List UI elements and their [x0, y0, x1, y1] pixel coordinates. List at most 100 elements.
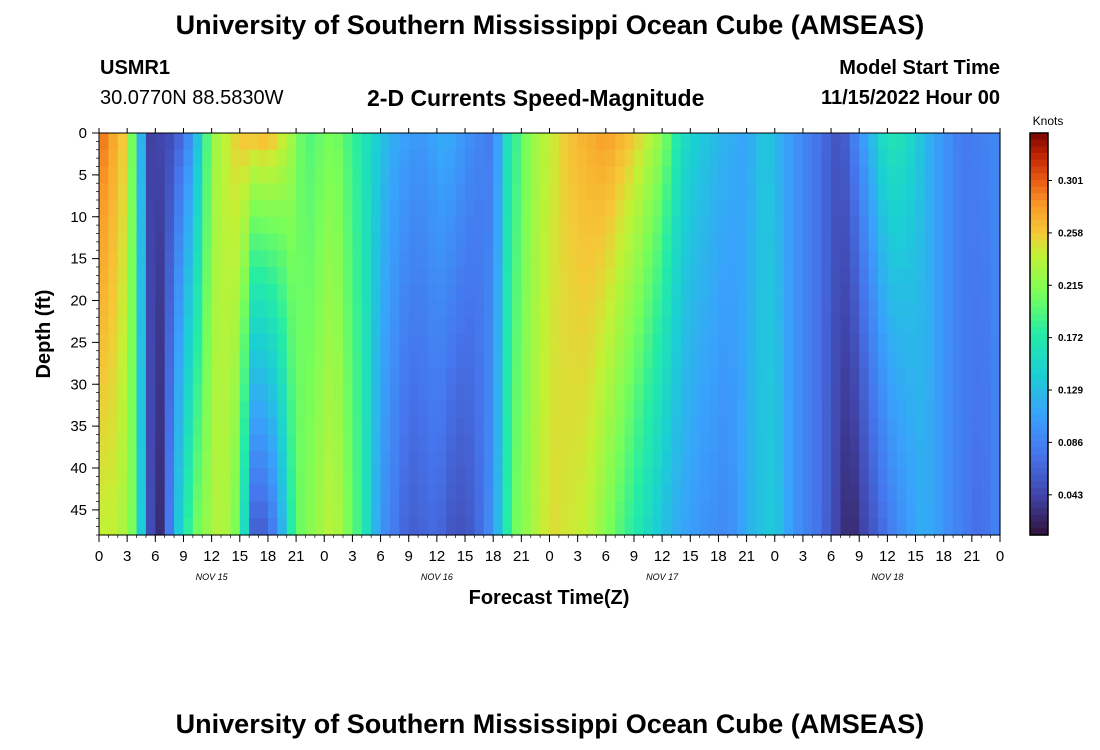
heatmap-cell [962, 434, 973, 452]
heatmap-cell [521, 350, 532, 369]
heatmap-cell [746, 434, 757, 452]
heatmap-cell [136, 501, 147, 519]
heatmap-cell [474, 267, 485, 285]
heatmap-cell [249, 434, 260, 452]
heatmap-cell [145, 133, 156, 151]
heatmap-cell [427, 200, 438, 218]
heatmap-cell [277, 149, 288, 168]
heatmap-cell [671, 367, 682, 385]
heatmap-cell [286, 267, 297, 285]
heatmap-cell [408, 484, 419, 503]
heatmap-cell [511, 367, 522, 385]
heatmap-cell [343, 283, 354, 302]
heatmap-cell [99, 133, 109, 151]
heatmap-cell [962, 300, 973, 318]
heatmap-cell [540, 334, 551, 352]
heatmap-cell [174, 334, 185, 352]
heatmap-cell [737, 233, 748, 251]
heatmap-cell [277, 484, 288, 503]
heatmap-cell [793, 200, 804, 218]
heatmap-cell [530, 451, 541, 469]
heatmap-cell [174, 317, 185, 335]
heatmap-cell [643, 484, 654, 503]
heatmap-cell [887, 149, 898, 168]
y-tick-label: 5 [79, 167, 87, 184]
heatmap-cell [296, 334, 307, 352]
heatmap-cell [521, 384, 532, 402]
heatmap-cell [333, 468, 344, 486]
heatmap-cell [474, 300, 485, 318]
heatmap-cell [183, 518, 194, 536]
heatmap-cell [821, 166, 832, 184]
heatmap-cell [436, 183, 447, 201]
heatmap-cell [699, 384, 710, 402]
heatmap-cell [558, 267, 569, 285]
heatmap-cell [324, 401, 335, 419]
heatmap-cell [671, 350, 682, 369]
heatmap-cell [990, 149, 1001, 168]
heatmap-cell [314, 350, 325, 369]
heatmap-cell [286, 300, 297, 318]
heatmap-cell [418, 200, 429, 218]
heatmap-cell [324, 484, 335, 503]
heatmap-cell [521, 149, 532, 168]
heatmap-cell [849, 417, 860, 436]
heatmap-cell [784, 149, 795, 168]
heatmap-cell [155, 501, 166, 519]
heatmap-cell [727, 417, 738, 436]
heatmap-cell [540, 417, 551, 436]
heatmap-cell [455, 300, 466, 318]
heatmap-cell [831, 518, 842, 536]
heatmap-cell [202, 200, 213, 218]
heatmap-cell [399, 417, 410, 436]
heatmap-cell [399, 334, 410, 352]
heatmap-cell [136, 133, 147, 151]
heatmap-cell [662, 468, 673, 486]
heatmap-cell [549, 367, 560, 385]
heatmap-cell [493, 384, 504, 402]
colorbar-segment [1030, 387, 1048, 395]
heatmap-cell [971, 267, 982, 285]
heatmap-cell [859, 300, 870, 318]
heatmap-cell [662, 250, 673, 268]
heatmap-cell [840, 267, 851, 285]
heatmap-cell [643, 417, 654, 436]
heatmap-cell [493, 417, 504, 436]
heatmap-cell [784, 133, 795, 151]
heatmap-cell [990, 518, 1001, 536]
heatmap-cell [934, 200, 945, 218]
heatmap-cell [906, 283, 917, 302]
heatmap-cell [746, 300, 757, 318]
heatmap-cell [934, 417, 945, 436]
heatmap-cell [605, 468, 616, 486]
heatmap-cell [117, 283, 128, 302]
heatmap-cell [990, 183, 1001, 201]
heatmap-cell [361, 183, 372, 201]
heatmap-cell [990, 484, 1001, 503]
heatmap-cell [943, 216, 954, 235]
heatmap-cell [699, 149, 710, 168]
heatmap-cell [465, 200, 476, 218]
heatmap-cell [380, 200, 391, 218]
heatmap-cell [427, 384, 438, 402]
heatmap-cell [887, 484, 898, 503]
heatmap-cell [652, 250, 663, 268]
heatmap-cell [286, 384, 297, 402]
heatmap-cell [943, 149, 954, 168]
heatmap-cell [746, 417, 757, 436]
heatmap-cell [587, 434, 598, 452]
heatmap-cell [577, 484, 588, 503]
heatmap-cell [239, 334, 250, 352]
heatmap-cell [624, 267, 635, 285]
heatmap-cell [258, 451, 269, 469]
heatmap-cell [127, 183, 138, 201]
heatmap-cell [164, 267, 175, 285]
heatmap-cell [155, 434, 166, 452]
heatmap-cell [831, 384, 842, 402]
heatmap-cell [896, 300, 907, 318]
heatmap-cell [164, 451, 175, 469]
heatmap-cell [943, 434, 954, 452]
heatmap-cell [737, 334, 748, 352]
heatmap-cell [699, 468, 710, 486]
heatmap-cell [680, 250, 691, 268]
